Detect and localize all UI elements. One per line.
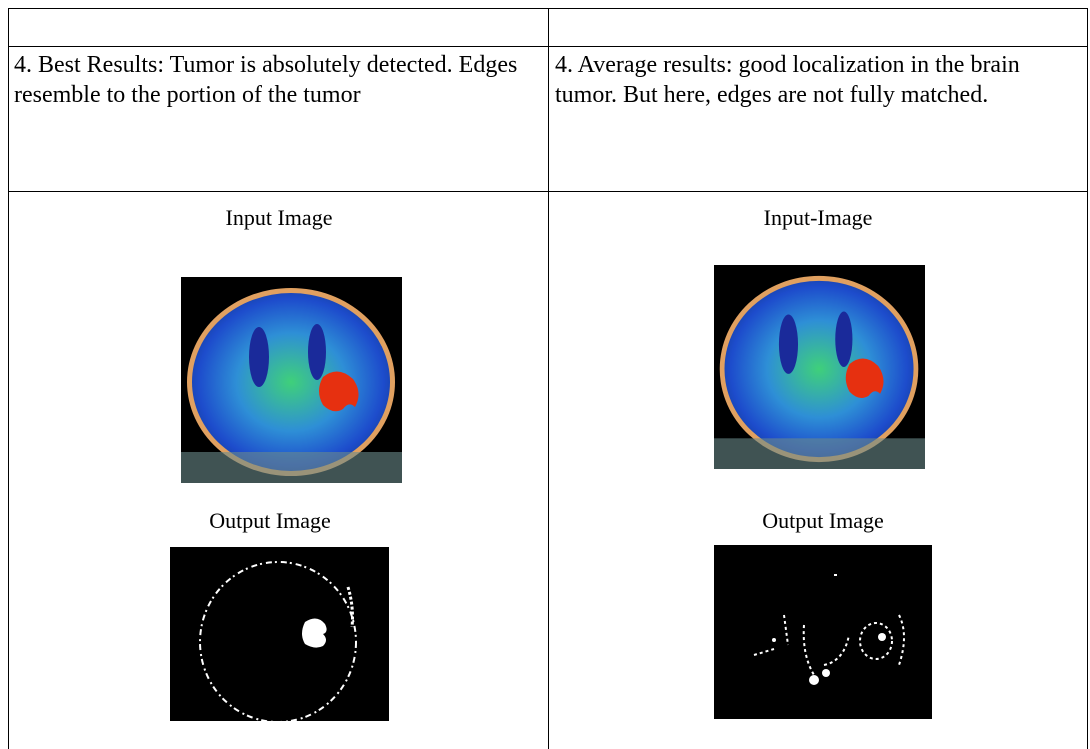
cell-text: 4. Best Results: Tumor is absolutely det…: [14, 50, 544, 110]
edge-output: [170, 547, 389, 721]
caption: Output Image: [673, 508, 973, 534]
border: [8, 8, 9, 749]
caption: Input Image: [129, 205, 429, 231]
mri-input: [714, 265, 925, 469]
caption: Input-Image: [668, 205, 968, 231]
page: 4. Best Results: Tumor is absolutely det…: [0, 0, 1090, 749]
border: [1087, 8, 1088, 749]
edge-output: [714, 545, 932, 719]
mri-input: [181, 277, 402, 483]
cell-text: 4. Average results: good localization in…: [555, 50, 1085, 110]
border: [548, 8, 549, 749]
caption: Output Image: [120, 508, 420, 534]
